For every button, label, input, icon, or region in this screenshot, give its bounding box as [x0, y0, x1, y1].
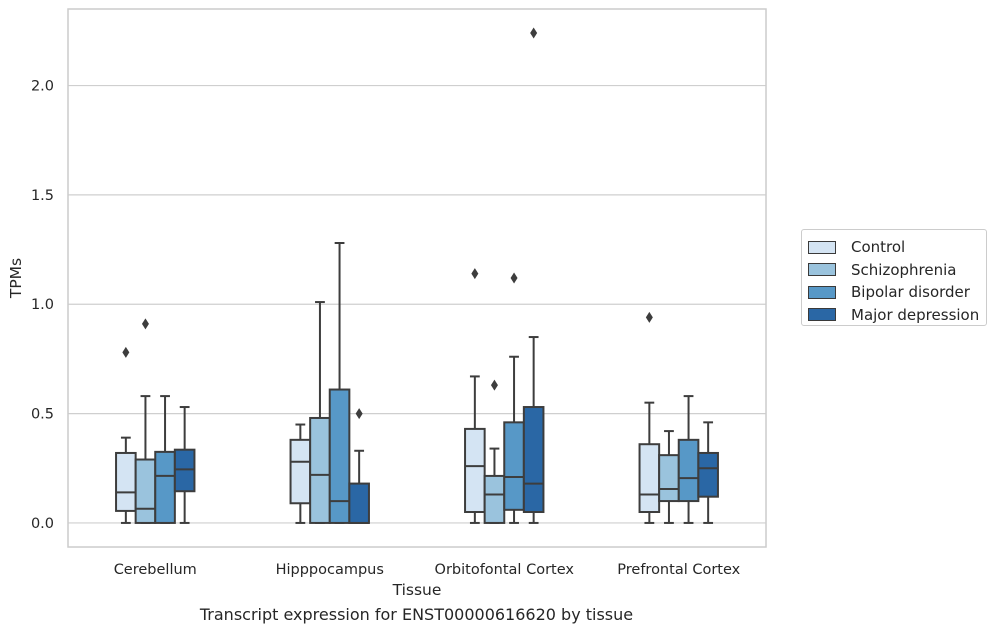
- legend-swatch-major-depression: [808, 308, 836, 322]
- box-major-depression-2-outlier-0: [530, 27, 538, 39]
- x-tick-label-1: Hipppocampus: [276, 562, 384, 578]
- legend-swatch-schizophrenia: [808, 263, 836, 277]
- y-axis-label: TPMs: [7, 258, 25, 299]
- legend-swatch-control: [808, 240, 836, 254]
- box-bipolar-disorder-1-box: [328, 388, 351, 524]
- box-control-0-box: [115, 451, 137, 512]
- legend-item-bipolar-disorder: Bipolar disorder: [802, 281, 986, 304]
- plot-area-frame: [67, 8, 767, 548]
- box-bipolar-disorder-2-box: [503, 421, 525, 511]
- legend-item-schizophrenia: Schizophrenia: [802, 259, 986, 282]
- box-major-depression-0-box: [173, 448, 196, 493]
- chart-caption: Transcript expression for ENST0000061662…: [199, 605, 634, 624]
- box-schizophrenia-1-box: [309, 416, 331, 524]
- box-schizophrenia-0-outlier-0: [141, 318, 149, 330]
- box-schizophrenia-2-outlier-0: [490, 379, 498, 391]
- box-schizophrenia-3-box: [658, 454, 680, 503]
- legend-label-control: Control: [851, 238, 906, 257]
- box-major-depression-1-box: [348, 482, 370, 524]
- box-control-2-outlier-0: [471, 268, 479, 280]
- box-control-3-box: [638, 443, 661, 514]
- box-control-0-outlier-0: [122, 346, 130, 358]
- legend-swatch-bipolar-disorder: [808, 285, 836, 299]
- y-tick-label-3: 1.5: [31, 188, 54, 204]
- legend-label-schizophrenia: Schizophrenia: [851, 260, 957, 279]
- legend-item-control: Control: [802, 236, 986, 259]
- box-schizophrenia-2-box: [483, 474, 506, 524]
- box-major-depression-3-box: [697, 451, 719, 498]
- x-tick-label-0: Cerebellum: [114, 562, 197, 578]
- box-bipolar-disorder-0-box: [154, 450, 176, 524]
- box-control-3-outlier-0: [645, 311, 653, 323]
- box-major-depression-2-box: [522, 406, 545, 514]
- box-major-depression-1-outlier-0: [355, 408, 363, 420]
- box-bipolar-disorder-3-box: [677, 438, 700, 503]
- y-tick-label-2: 1.0: [31, 297, 54, 313]
- x-tick-label-3: Prefrontal Cortex: [617, 562, 740, 578]
- y-tick-label-1: 0.5: [31, 407, 54, 423]
- box-schizophrenia-0-box: [134, 458, 157, 524]
- box-bipolar-disorder-2-outlier-0: [510, 272, 518, 284]
- legend-label-bipolar-disorder: Bipolar disorder: [851, 283, 970, 302]
- legend-label-major-depression: Major depression: [851, 305, 980, 324]
- chart-legend: Control Schizophrenia Bipolar disorder M…: [801, 229, 987, 326]
- y-tick-label-4: 2.0: [31, 79, 54, 95]
- x-tick-label-2: Orbitofontal Cortex: [435, 562, 575, 578]
- legend-item-major-depression: Major depression: [802, 304, 986, 327]
- box-control-1-box: [289, 438, 312, 505]
- y-tick-label-0: 0.0: [31, 516, 54, 532]
- x-axis-label: Tissue: [392, 581, 442, 599]
- box-control-2-box: [464, 427, 486, 514]
